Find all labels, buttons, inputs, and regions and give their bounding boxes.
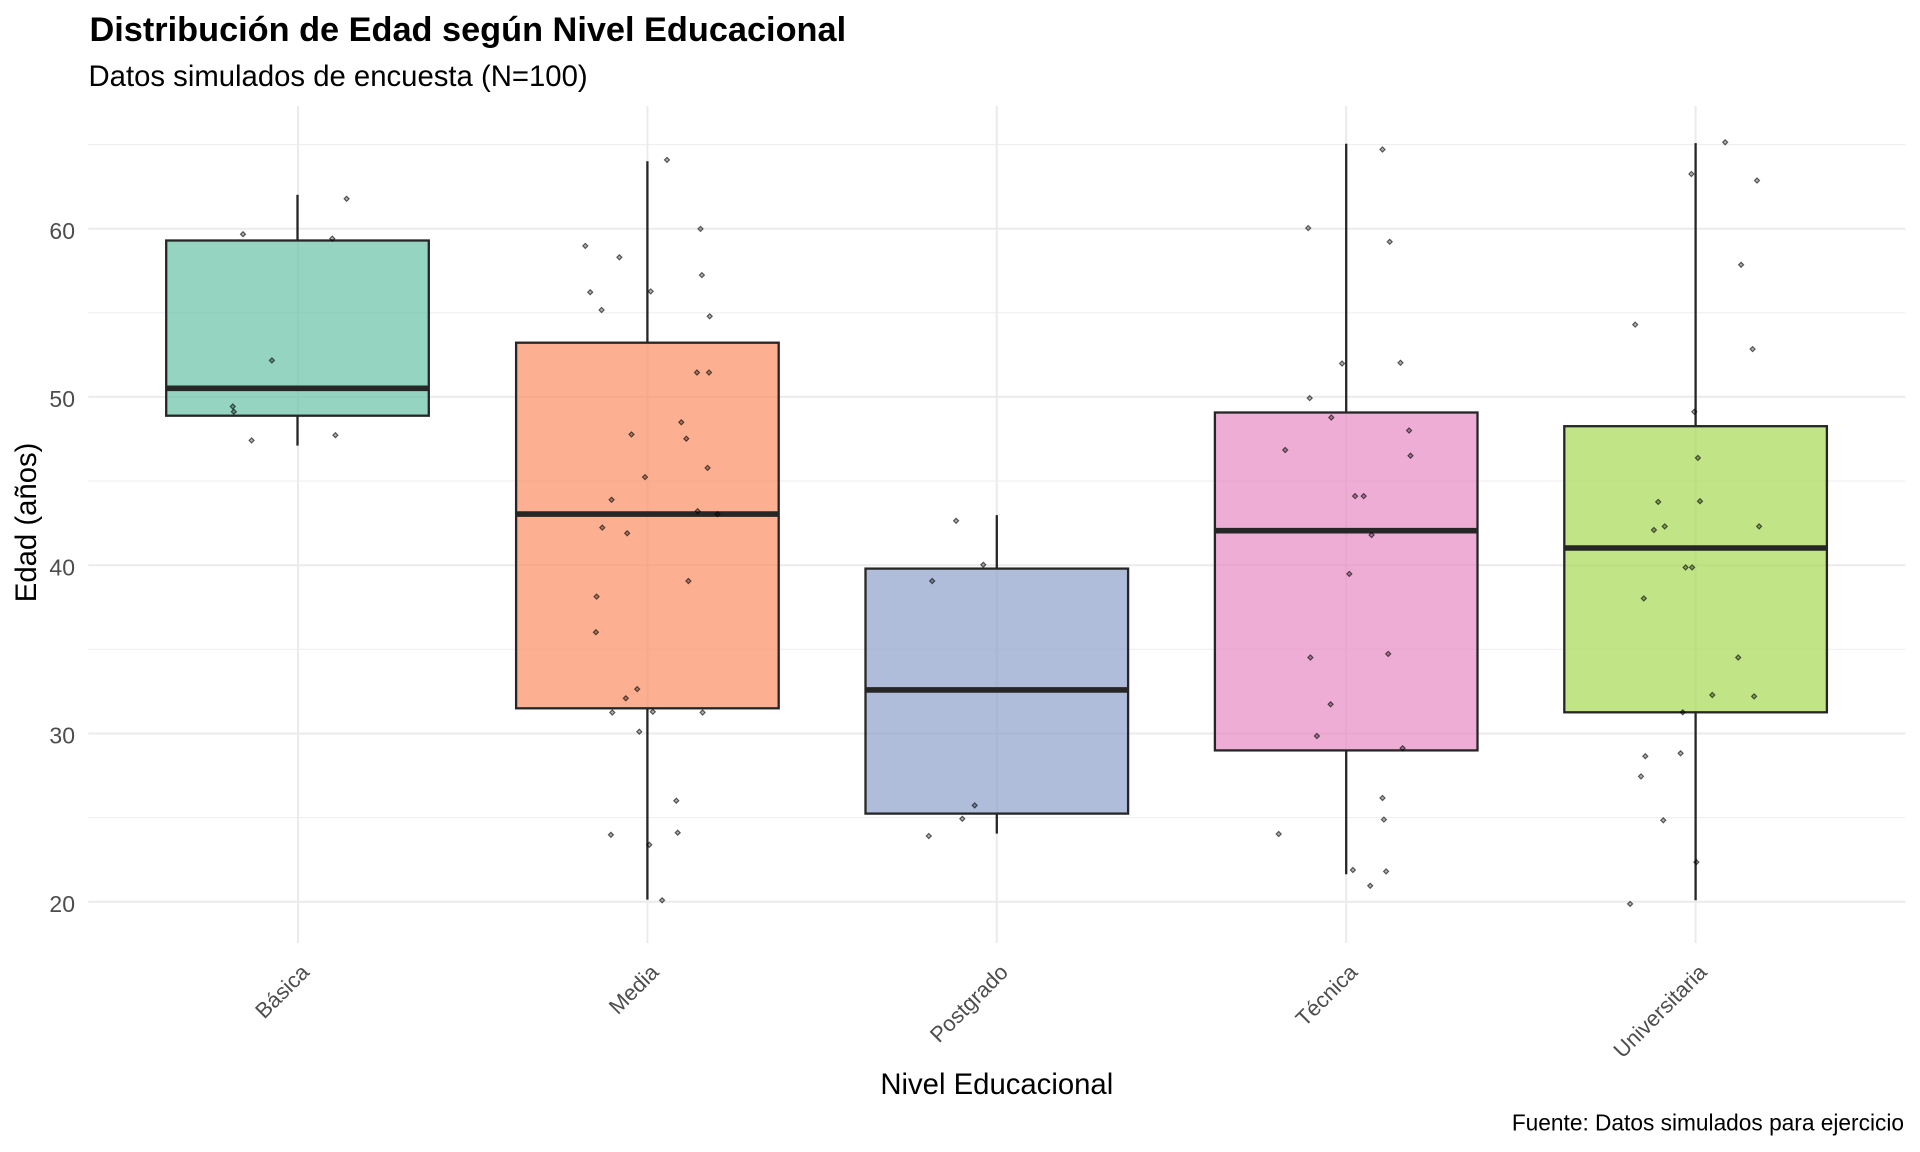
svg-text:30: 30 bbox=[49, 723, 75, 749]
svg-text:60: 60 bbox=[49, 218, 75, 244]
svg-text:Datos simulados de encuesta (N: Datos simulados de encuesta (N=100) bbox=[89, 60, 588, 93]
svg-text:Edad (años): Edad (años) bbox=[10, 443, 43, 603]
svg-text:Fuente: Datos simulados para e: Fuente: Datos simulados para ejercicio bbox=[1512, 1110, 1904, 1136]
svg-text:40: 40 bbox=[49, 554, 75, 580]
svg-text:Nivel Educacional: Nivel Educacional bbox=[880, 1068, 1113, 1101]
svg-text:50: 50 bbox=[49, 386, 75, 412]
svg-text:Distribución de Edad según Niv: Distribución de Edad según Nivel Educaci… bbox=[90, 11, 847, 49]
svg-text:20: 20 bbox=[49, 891, 75, 917]
